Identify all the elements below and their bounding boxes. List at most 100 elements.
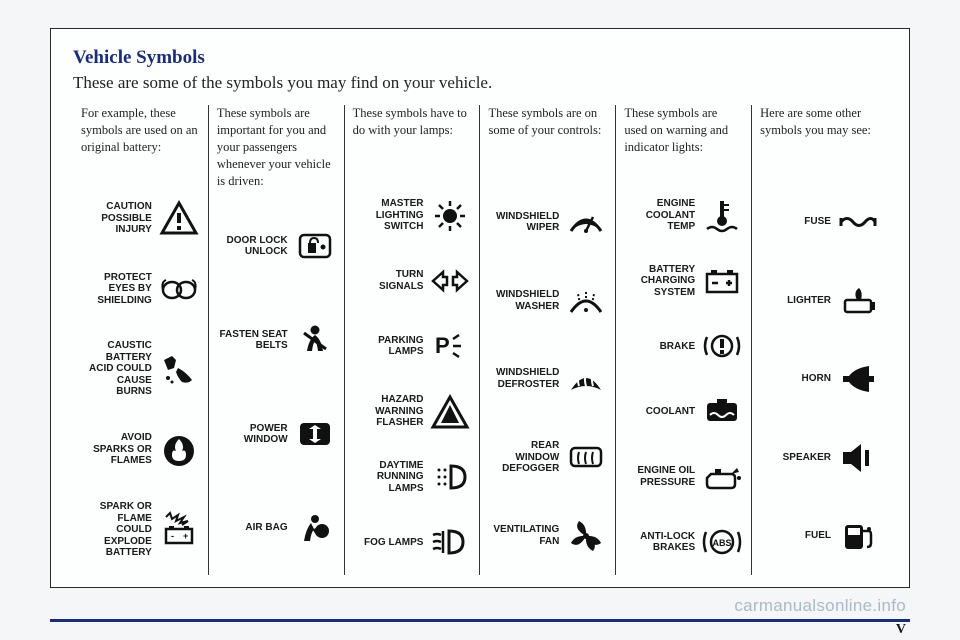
symbol-label: FUSE xyxy=(760,216,831,228)
symbol-label: AVOID SPARKS OR FLAMES xyxy=(81,432,152,467)
symbol-label: BRAKE xyxy=(624,341,695,353)
symbol-label: FOG LAMPS xyxy=(353,537,424,549)
column-heading: These symbols are important for you and … xyxy=(217,105,336,189)
symbol-label: DAYTIME RUNNING LAMPS xyxy=(353,460,424,495)
symbol-item: HAZARD WARNING FLASHER xyxy=(353,393,472,431)
symbol-label: COOLANT xyxy=(624,406,695,418)
hazard-icon xyxy=(429,393,471,431)
symbol-label: CAUSTIC BATTERY ACID COULD CAUSE BURNS xyxy=(81,340,152,398)
symbol-item: AIR BAG xyxy=(217,509,336,547)
symbol-item: MASTER LIGHTING SWITCH xyxy=(353,197,472,235)
defroster-rear-icon xyxy=(565,438,607,476)
symbol-item: VENTILATING FAN xyxy=(488,517,607,555)
symbol-item: DAYTIME RUNNING LAMPS xyxy=(353,458,472,496)
column-items: WINDSHIELD WIPER WINDSHIELD WASHER WINDSHI… xyxy=(488,183,607,575)
oil-icon xyxy=(701,458,743,496)
symbol-column: These symbols are used on warning and in… xyxy=(616,105,752,575)
symbol-column: These symbols have to do with your lamps… xyxy=(345,105,481,575)
symbol-label: ENGINE OIL PRESSURE xyxy=(624,465,695,488)
lighter-icon xyxy=(837,282,879,320)
coolant-temp-icon xyxy=(701,197,743,235)
symbol-item: CAUSTIC BATTERY ACID COULD CAUSE BURNS xyxy=(81,340,200,398)
acid-hand-icon xyxy=(158,350,200,388)
symbol-label: WINDSHIELD WASHER xyxy=(488,289,559,312)
symbol-item: SPEAKER xyxy=(760,438,879,476)
symbol-label: HAZARD WARNING FLASHER xyxy=(353,394,424,429)
symbol-label: SPARK OR FLAME COULD EXPLODE BATTERY xyxy=(81,501,152,559)
light-switch-icon xyxy=(429,197,471,235)
symbol-label: LIGHTER xyxy=(760,295,831,307)
coolant-icon xyxy=(701,393,743,431)
symbol-label: PROTECT EYES BY SHIELDING xyxy=(81,272,152,307)
symbol-item: PARKING LAMPS xyxy=(353,327,472,365)
symbol-item: FUSE xyxy=(760,203,879,241)
fog-lamp-icon xyxy=(429,523,471,561)
symbol-label: FASTEN SEAT BELTS xyxy=(217,329,288,352)
page-number: V xyxy=(896,622,906,638)
symbol-item: CAUTION POSSIBLE INJURY xyxy=(81,199,200,237)
column-items: CAUTION POSSIBLE INJURY PROTECT EYES BY S… xyxy=(81,183,200,575)
symbol-label: ENGINE COOLANT TEMP xyxy=(624,198,695,233)
symbol-label: POWER WINDOW xyxy=(217,423,288,446)
drl-icon xyxy=(429,458,471,496)
symbol-column: These symbols are important for you and … xyxy=(209,105,345,575)
symbol-item: FOG LAMPS xyxy=(353,523,472,561)
symbol-item: WINDSHIELD WIPER xyxy=(488,203,607,241)
fuel-icon xyxy=(837,517,879,555)
symbol-label: WINDSHIELD DEFROSTER xyxy=(488,367,559,390)
symbol-item: BRAKE xyxy=(624,327,743,365)
symbol-item: WINDSHIELD WASHER xyxy=(488,282,607,320)
airbag-icon xyxy=(294,509,336,547)
washer-icon xyxy=(565,282,607,320)
symbol-item: SPARK OR FLAME COULD EXPLODE BATTERY xyxy=(81,501,200,559)
symbol-item: COOLANT xyxy=(624,393,743,431)
manual-page: Vehicle Symbols These are some of the sy… xyxy=(50,28,910,588)
column-items: FUSELIGHTERHORNSPEAKERFUEL xyxy=(760,183,879,575)
horn-icon xyxy=(837,360,879,398)
defroster-front-icon xyxy=(565,360,607,398)
symbol-item: REAR WINDOW DEFOGGER xyxy=(488,438,607,476)
brake-icon xyxy=(701,327,743,365)
symbol-label: SPEAKER xyxy=(760,452,831,464)
fan-icon xyxy=(565,517,607,555)
footer-rule xyxy=(50,619,910,622)
watermark: carmanualsonline.info xyxy=(734,596,906,616)
symbol-item: ANTI-LOCK BRAKES xyxy=(624,523,743,561)
wiper-icon xyxy=(565,203,607,241)
symbol-item: DOOR LOCK UNLOCK xyxy=(217,227,336,265)
symbol-column: Here are some other symbols you may see:… xyxy=(752,105,887,575)
column-heading: These symbols are used on warning and in… xyxy=(624,105,743,173)
symbol-item: POWER WINDOW xyxy=(217,415,336,453)
symbol-item: AVOID SPARKS OR FLAMES xyxy=(81,431,200,469)
symbol-label: TURN SIGNALS xyxy=(353,269,424,292)
warning-triangle-icon xyxy=(158,199,200,237)
explode-battery-icon xyxy=(158,511,200,549)
symbol-label: DOOR LOCK UNLOCK xyxy=(217,235,288,258)
column-heading: These symbols are on some of your contro… xyxy=(488,105,607,173)
symbol-item: TURN SIGNALS xyxy=(353,262,472,300)
battery-icon xyxy=(701,262,743,300)
fuse-icon xyxy=(837,203,879,241)
symbol-label: BATTERY CHARGING SYSTEM xyxy=(624,264,695,299)
symbol-column: These symbols are on some of your contro… xyxy=(480,105,616,575)
power-window-icon xyxy=(294,415,336,453)
column-heading: For example, these symbols are used on a… xyxy=(81,105,200,173)
symbol-label: WINDSHIELD WIPER xyxy=(488,211,559,234)
symbol-item: ENGINE OIL PRESSURE xyxy=(624,458,743,496)
symbol-item: BATTERY CHARGING SYSTEM xyxy=(624,262,743,300)
page-subtitle: These are some of the symbols you may fi… xyxy=(73,73,887,93)
symbol-item: WINDSHIELD DEFROSTER xyxy=(488,360,607,398)
abs-icon xyxy=(701,523,743,561)
turn-signals-icon xyxy=(429,262,471,300)
symbol-label: PARKING LAMPS xyxy=(353,335,424,358)
seat-belt-icon xyxy=(294,321,336,359)
column-heading: Here are some other symbols you may see: xyxy=(760,105,879,173)
symbol-label: FUEL xyxy=(760,530,831,542)
speaker-icon xyxy=(837,438,879,476)
column-heading: These symbols have to do with your lamps… xyxy=(353,105,472,173)
column-items: MASTER LIGHTING SWITCH TURN SIGNALS PARKIN… xyxy=(353,183,472,575)
symbol-label: MASTER LIGHTING SWITCH xyxy=(353,198,424,233)
column-items: DOOR LOCK UNLOCK FASTEN SEAT BELTS POWER W… xyxy=(217,199,336,575)
symbol-columns: For example, these symbols are used on a… xyxy=(73,105,887,575)
flame-circle-icon xyxy=(158,431,200,469)
